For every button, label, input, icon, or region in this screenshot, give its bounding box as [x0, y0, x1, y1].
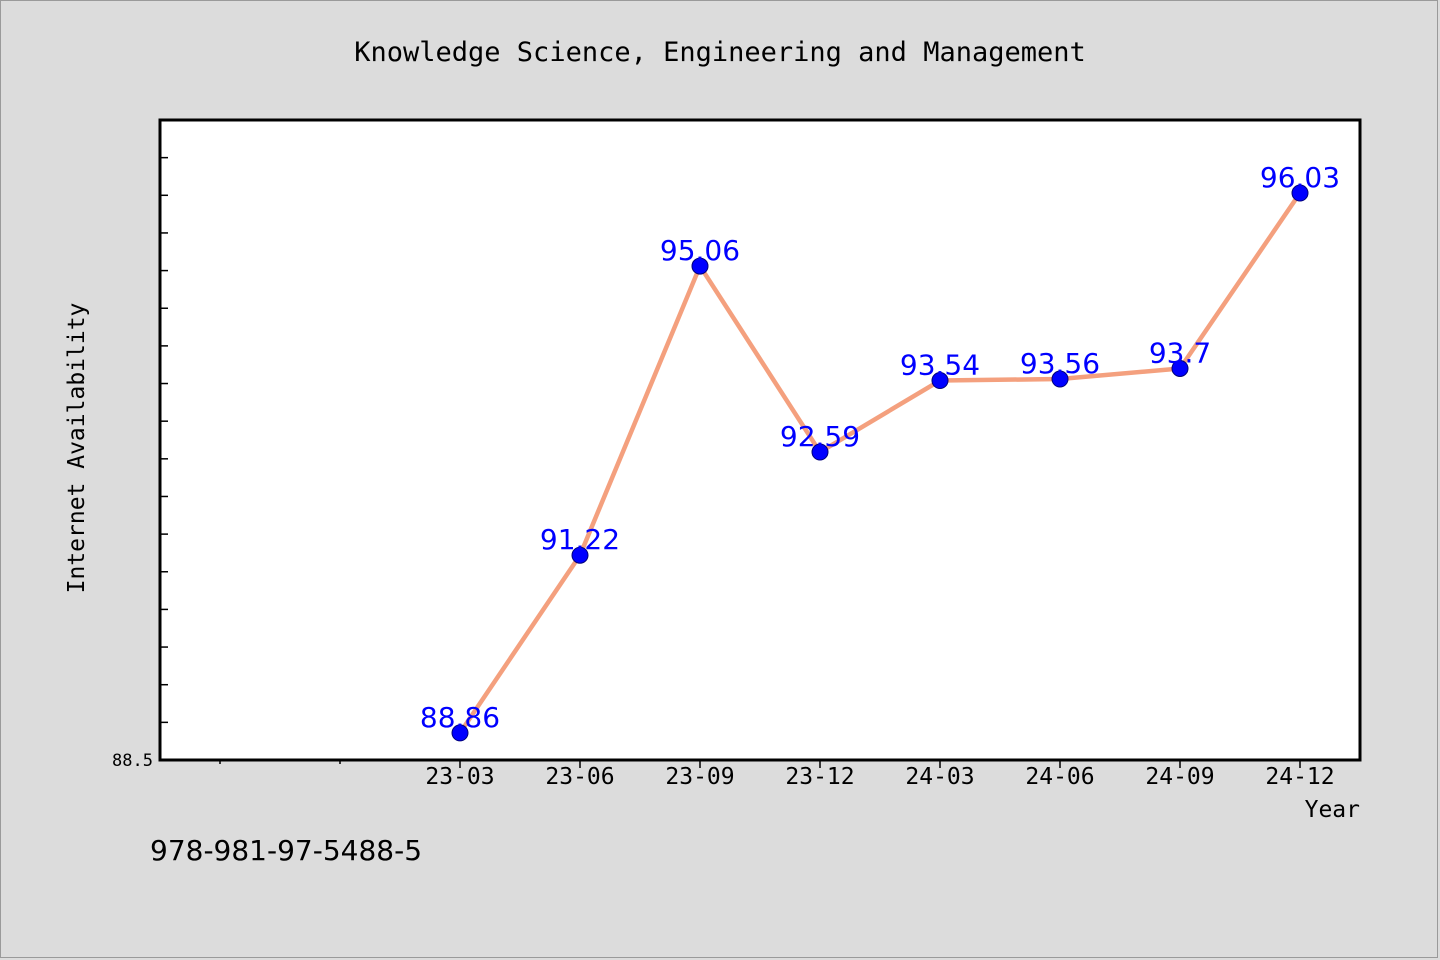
x-tick-label: 24-09 [1145, 764, 1214, 790]
series-line [458, 191, 1302, 735]
data-label: 96.03 [1260, 161, 1340, 194]
data-label: 92.59 [780, 420, 860, 453]
chart-title: Knowledge Science, Engineering and Manag… [354, 37, 1086, 68]
y-axis-ticks [160, 156, 168, 724]
data-label: 93.7 [1149, 336, 1211, 369]
data-labels: 88.86 91.22 95.06 92.59 93.54 93.56 93.7 96.03 [420, 161, 1340, 734]
data-point-marker [571, 546, 589, 564]
x-tick-label: 23-09 [665, 764, 734, 790]
data-label: 93.54 [900, 349, 980, 382]
data-point-marker [451, 724, 469, 742]
plot-area [158, 118, 1362, 762]
x-tick-label: 24-03 [905, 764, 974, 790]
data-point-marker [1171, 359, 1189, 377]
data-point-marker [1291, 184, 1309, 202]
x-axis-tick-labels: 23-03 23-06 23-09 23-12 24-03 24-06 24-09 24-12 [425, 764, 1334, 790]
data-point-marker [691, 257, 709, 275]
data-label: 91.22 [540, 523, 620, 556]
data-point-marker [1051, 370, 1069, 388]
footer-isbn-text: 978-981-97-5488-5 [150, 834, 423, 867]
x-tick-label: 23-03 [425, 764, 494, 790]
x-axis-ticks [219, 760, 1301, 768]
x-tick-label: 24-06 [1025, 764, 1094, 790]
series-markers [451, 184, 1309, 742]
data-label: 95.06 [660, 234, 740, 267]
y-tick-label: 88.5 [112, 751, 153, 771]
data-label: 93.56 [1020, 347, 1100, 380]
x-tick-label: 23-06 [545, 764, 614, 790]
y-axis-label: Internet Availability [64, 303, 90, 594]
data-point-marker [811, 443, 829, 461]
data-label: 88.86 [420, 701, 500, 734]
x-tick-label: 24-12 [1265, 764, 1334, 790]
data-point-marker [931, 372, 949, 390]
x-tick-label: 23-12 [785, 764, 854, 790]
x-axis-label: Year [1305, 797, 1360, 823]
